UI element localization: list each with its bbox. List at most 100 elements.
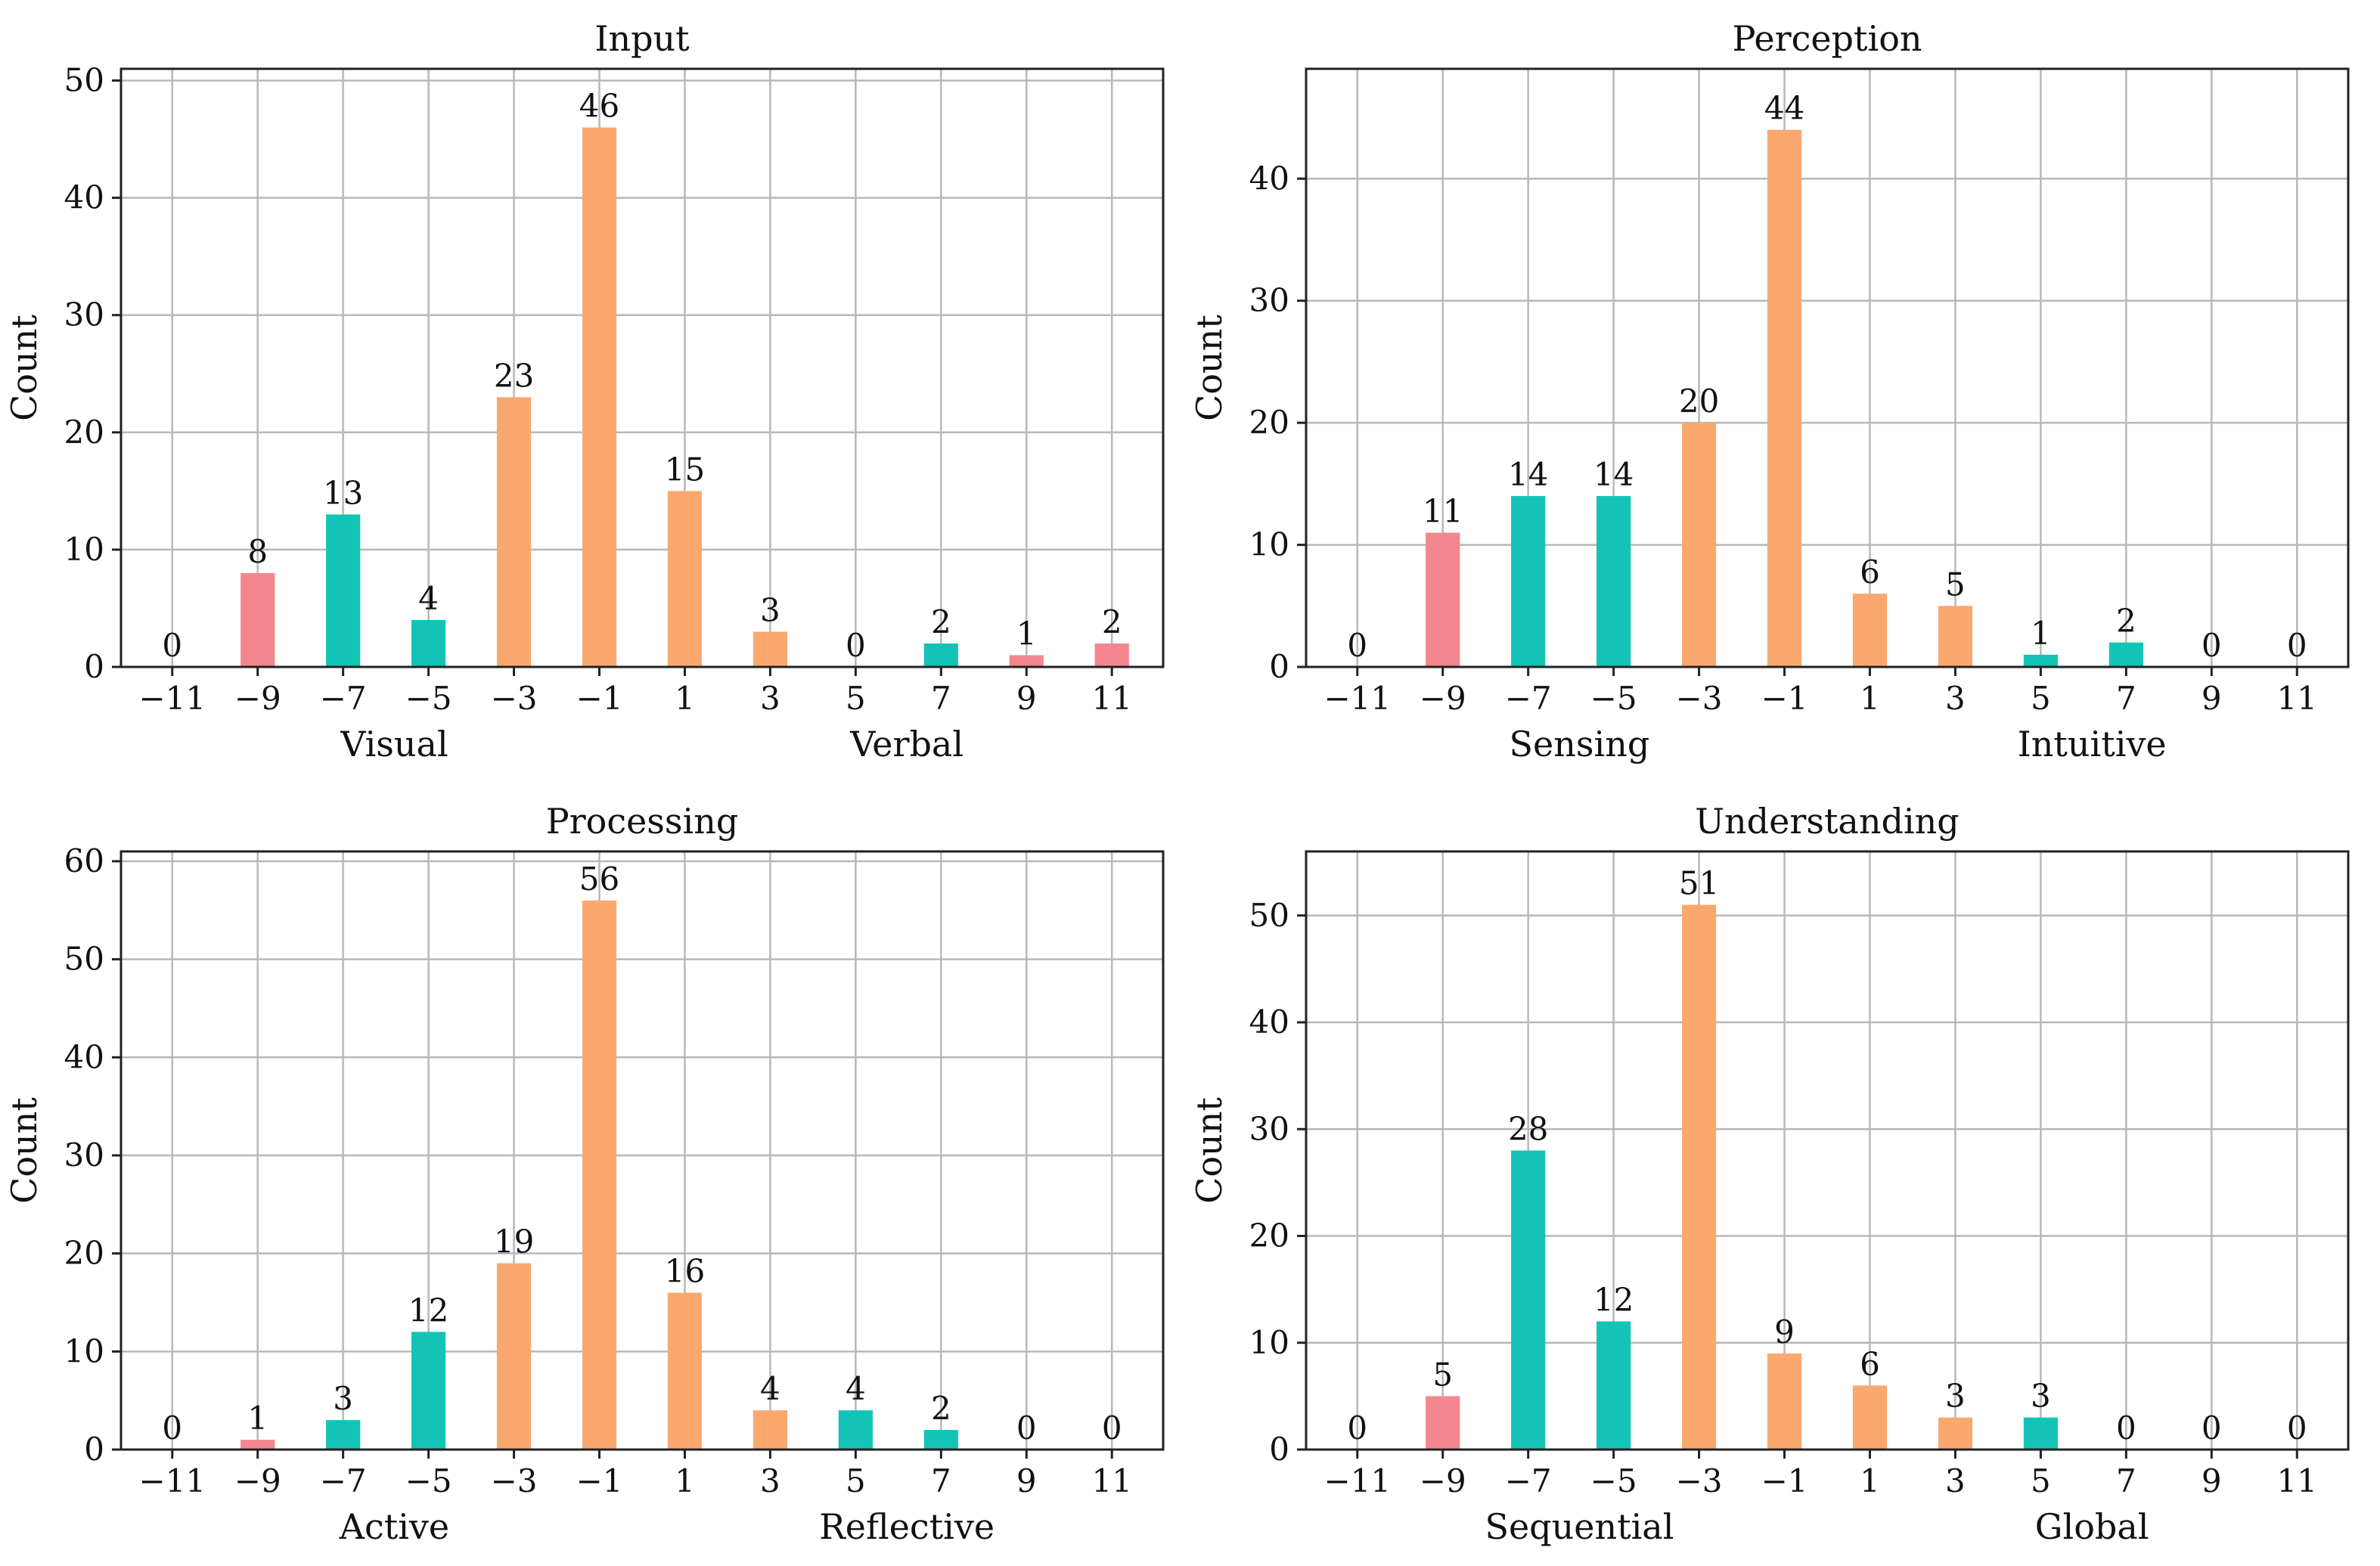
x-tick-label: −1 — [1761, 1462, 1808, 1499]
y-tick-label: 10 — [1249, 1324, 1289, 1361]
bar-value-label: 3 — [1945, 1378, 1966, 1415]
x-tick-label: −5 — [1590, 1462, 1637, 1499]
bar — [1094, 643, 1129, 667]
bar — [1426, 532, 1460, 667]
bar-value-label: 0 — [1347, 627, 1367, 664]
x-tick-label: −7 — [1505, 1462, 1552, 1499]
bar — [1596, 1321, 1631, 1450]
x-tick-label: −1 — [576, 680, 623, 717]
bar-value-label: 4 — [418, 580, 439, 617]
y-tick-label: 50 — [1249, 897, 1289, 934]
x-side-label-right: Reflective — [819, 1506, 995, 1547]
x-side-label-right: Global — [2035, 1506, 2149, 1547]
bar-value-label: 9 — [1774, 1313, 1795, 1350]
bar-value-label: 8 — [247, 533, 268, 570]
bar-value-label: 0 — [162, 1409, 182, 1447]
bar-value-label: 0 — [2287, 627, 2307, 664]
bar-value-label: 5 — [1432, 1356, 1453, 1393]
x-tick-label: −1 — [576, 1462, 623, 1499]
x-tick-label: −11 — [1323, 1462, 1391, 1499]
x-tick-label: 9 — [2202, 680, 2222, 717]
bar-value-label: 11 — [1423, 492, 1463, 529]
bar — [2023, 654, 2058, 667]
x-side-label-left: Active — [339, 1506, 449, 1547]
bar — [1511, 1150, 1546, 1450]
bar-value-label: 44 — [1764, 90, 1804, 127]
bar — [411, 1332, 446, 1450]
bar — [1681, 423, 1717, 667]
bar — [1767, 129, 1802, 667]
y-tick-label: 60 — [64, 842, 104, 879]
x-tick-label: −7 — [320, 680, 367, 717]
bar — [2023, 1417, 2058, 1450]
panel-title: Processing — [546, 801, 739, 842]
bar — [240, 572, 275, 667]
bar — [1852, 1385, 1888, 1450]
x-tick-label: 7 — [931, 1462, 951, 1499]
bar-value-label: 19 — [494, 1223, 534, 1261]
bar-value-label: 0 — [846, 627, 866, 664]
bar-value-label: 2 — [1102, 603, 1122, 640]
y-tick-label: 40 — [64, 1038, 104, 1075]
x-tick-label: −9 — [1420, 680, 1466, 717]
bar-value-label: 2 — [931, 603, 951, 640]
bar-value-label: 28 — [1508, 1111, 1548, 1148]
bar-value-label: 2 — [2116, 603, 2136, 640]
x-tick-label: 7 — [931, 680, 951, 717]
bar — [1596, 496, 1631, 667]
bar-value-label: 0 — [1347, 1409, 1367, 1447]
bar — [1938, 606, 1973, 667]
bar-value-label: 5 — [1945, 566, 1966, 603]
bar — [1767, 1353, 1802, 1450]
bar-value-label: 15 — [665, 451, 705, 488]
x-tick-label: 9 — [2202, 1462, 2222, 1499]
bar — [326, 514, 361, 667]
bar-value-label: 23 — [494, 357, 534, 394]
bar — [1852, 594, 1888, 667]
bar — [240, 1440, 275, 1450]
bar-value-label: 12 — [1593, 1282, 1634, 1319]
y-tick-label: 40 — [1249, 1003, 1289, 1040]
bar — [752, 1410, 788, 1450]
bar — [667, 491, 703, 667]
x-tick-label: 11 — [1092, 680, 1132, 717]
bar-value-label: 46 — [579, 88, 619, 125]
bar — [923, 643, 958, 667]
y-axis-title: Count — [1189, 1097, 1230, 1204]
y-tick-label: 0 — [1269, 1431, 1289, 1468]
x-tick-label: −5 — [405, 680, 452, 717]
y-tick-label: 0 — [84, 648, 104, 685]
bar — [923, 1430, 958, 1450]
bar-value-label: 16 — [665, 1253, 705, 1290]
bar-value-label: 3 — [2031, 1378, 2051, 1415]
x-tick-label: −3 — [1676, 1462, 1723, 1499]
x-tick-label: 11 — [2277, 1462, 2317, 1499]
y-tick-label: 10 — [64, 1332, 104, 1369]
panel-title: Understanding — [1695, 801, 1959, 842]
bar-value-label: 0 — [2202, 627, 2222, 664]
y-axis-title: Count — [4, 1097, 45, 1204]
panel-title: Input — [594, 18, 690, 59]
x-tick-label: −5 — [405, 1462, 452, 1499]
x-tick-label: −3 — [1676, 680, 1723, 717]
bar — [582, 900, 617, 1450]
x-tick-label: −11 — [138, 1462, 206, 1499]
bar — [1938, 1417, 1973, 1450]
x-tick-label: −7 — [1505, 680, 1552, 717]
bar-value-label: 14 — [1508, 456, 1548, 493]
bar-value-label: 56 — [579, 861, 619, 898]
bar-value-label: 1 — [2031, 615, 2051, 652]
panel-title: Perception — [1732, 18, 1922, 59]
y-tick-label: 40 — [1249, 160, 1289, 197]
bar-value-label: 13 — [323, 474, 363, 511]
bar — [1009, 655, 1044, 667]
x-tick-label: 5 — [846, 1462, 866, 1499]
bar-value-label: 0 — [1102, 1409, 1122, 1447]
x-side-label-left: Visual — [340, 724, 448, 764]
x-tick-label: 5 — [2031, 1462, 2051, 1499]
bar-value-label: 0 — [162, 627, 182, 664]
bar-value-label: 0 — [2116, 1409, 2136, 1447]
plot-frame — [119, 850, 1165, 1451]
x-side-label-right: Intuitive — [2018, 724, 2167, 764]
